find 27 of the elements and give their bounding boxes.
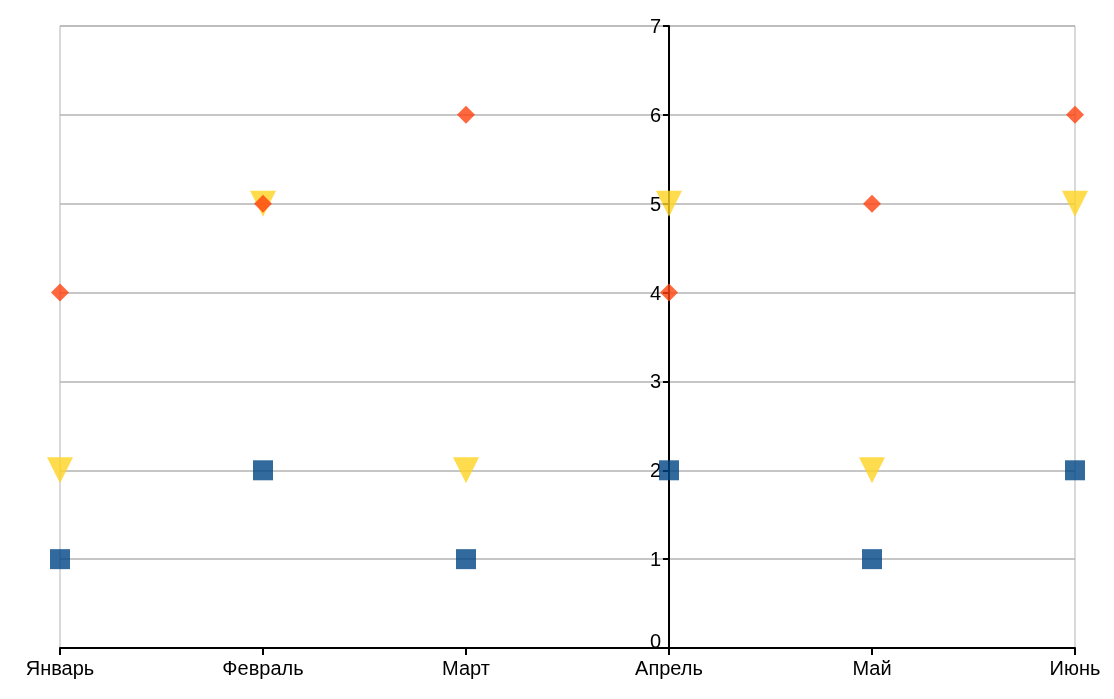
point: [659, 460, 679, 481]
point: [859, 457, 885, 484]
x-tick-label: Май: [852, 657, 892, 679]
point: [660, 283, 678, 302]
point: [1065, 460, 1085, 481]
x-tick-label: Июнь: [1049, 657, 1101, 679]
y-tick-label: 4: [649, 281, 661, 304]
point: [456, 549, 476, 570]
point: [253, 460, 273, 481]
point: [50, 549, 70, 570]
y-tick-label: 6: [649, 103, 661, 126]
x-tick-label: Январь: [25, 657, 95, 679]
x-tick-label: Март: [442, 657, 490, 679]
point: [1062, 190, 1088, 217]
y-tick-label: 3: [649, 370, 661, 393]
point: [457, 105, 475, 124]
x-tick-label: Февраль: [222, 657, 304, 679]
x-tick-label: Апрель: [635, 657, 703, 679]
point: [1066, 105, 1084, 124]
point: [862, 549, 882, 570]
y-tick-label: 1: [649, 548, 661, 571]
y-tick-label: 7: [649, 15, 661, 37]
y-tick-label: 5: [649, 192, 661, 215]
point: [51, 283, 69, 302]
point: [863, 194, 881, 213]
point: [453, 457, 479, 484]
point: [47, 457, 73, 484]
